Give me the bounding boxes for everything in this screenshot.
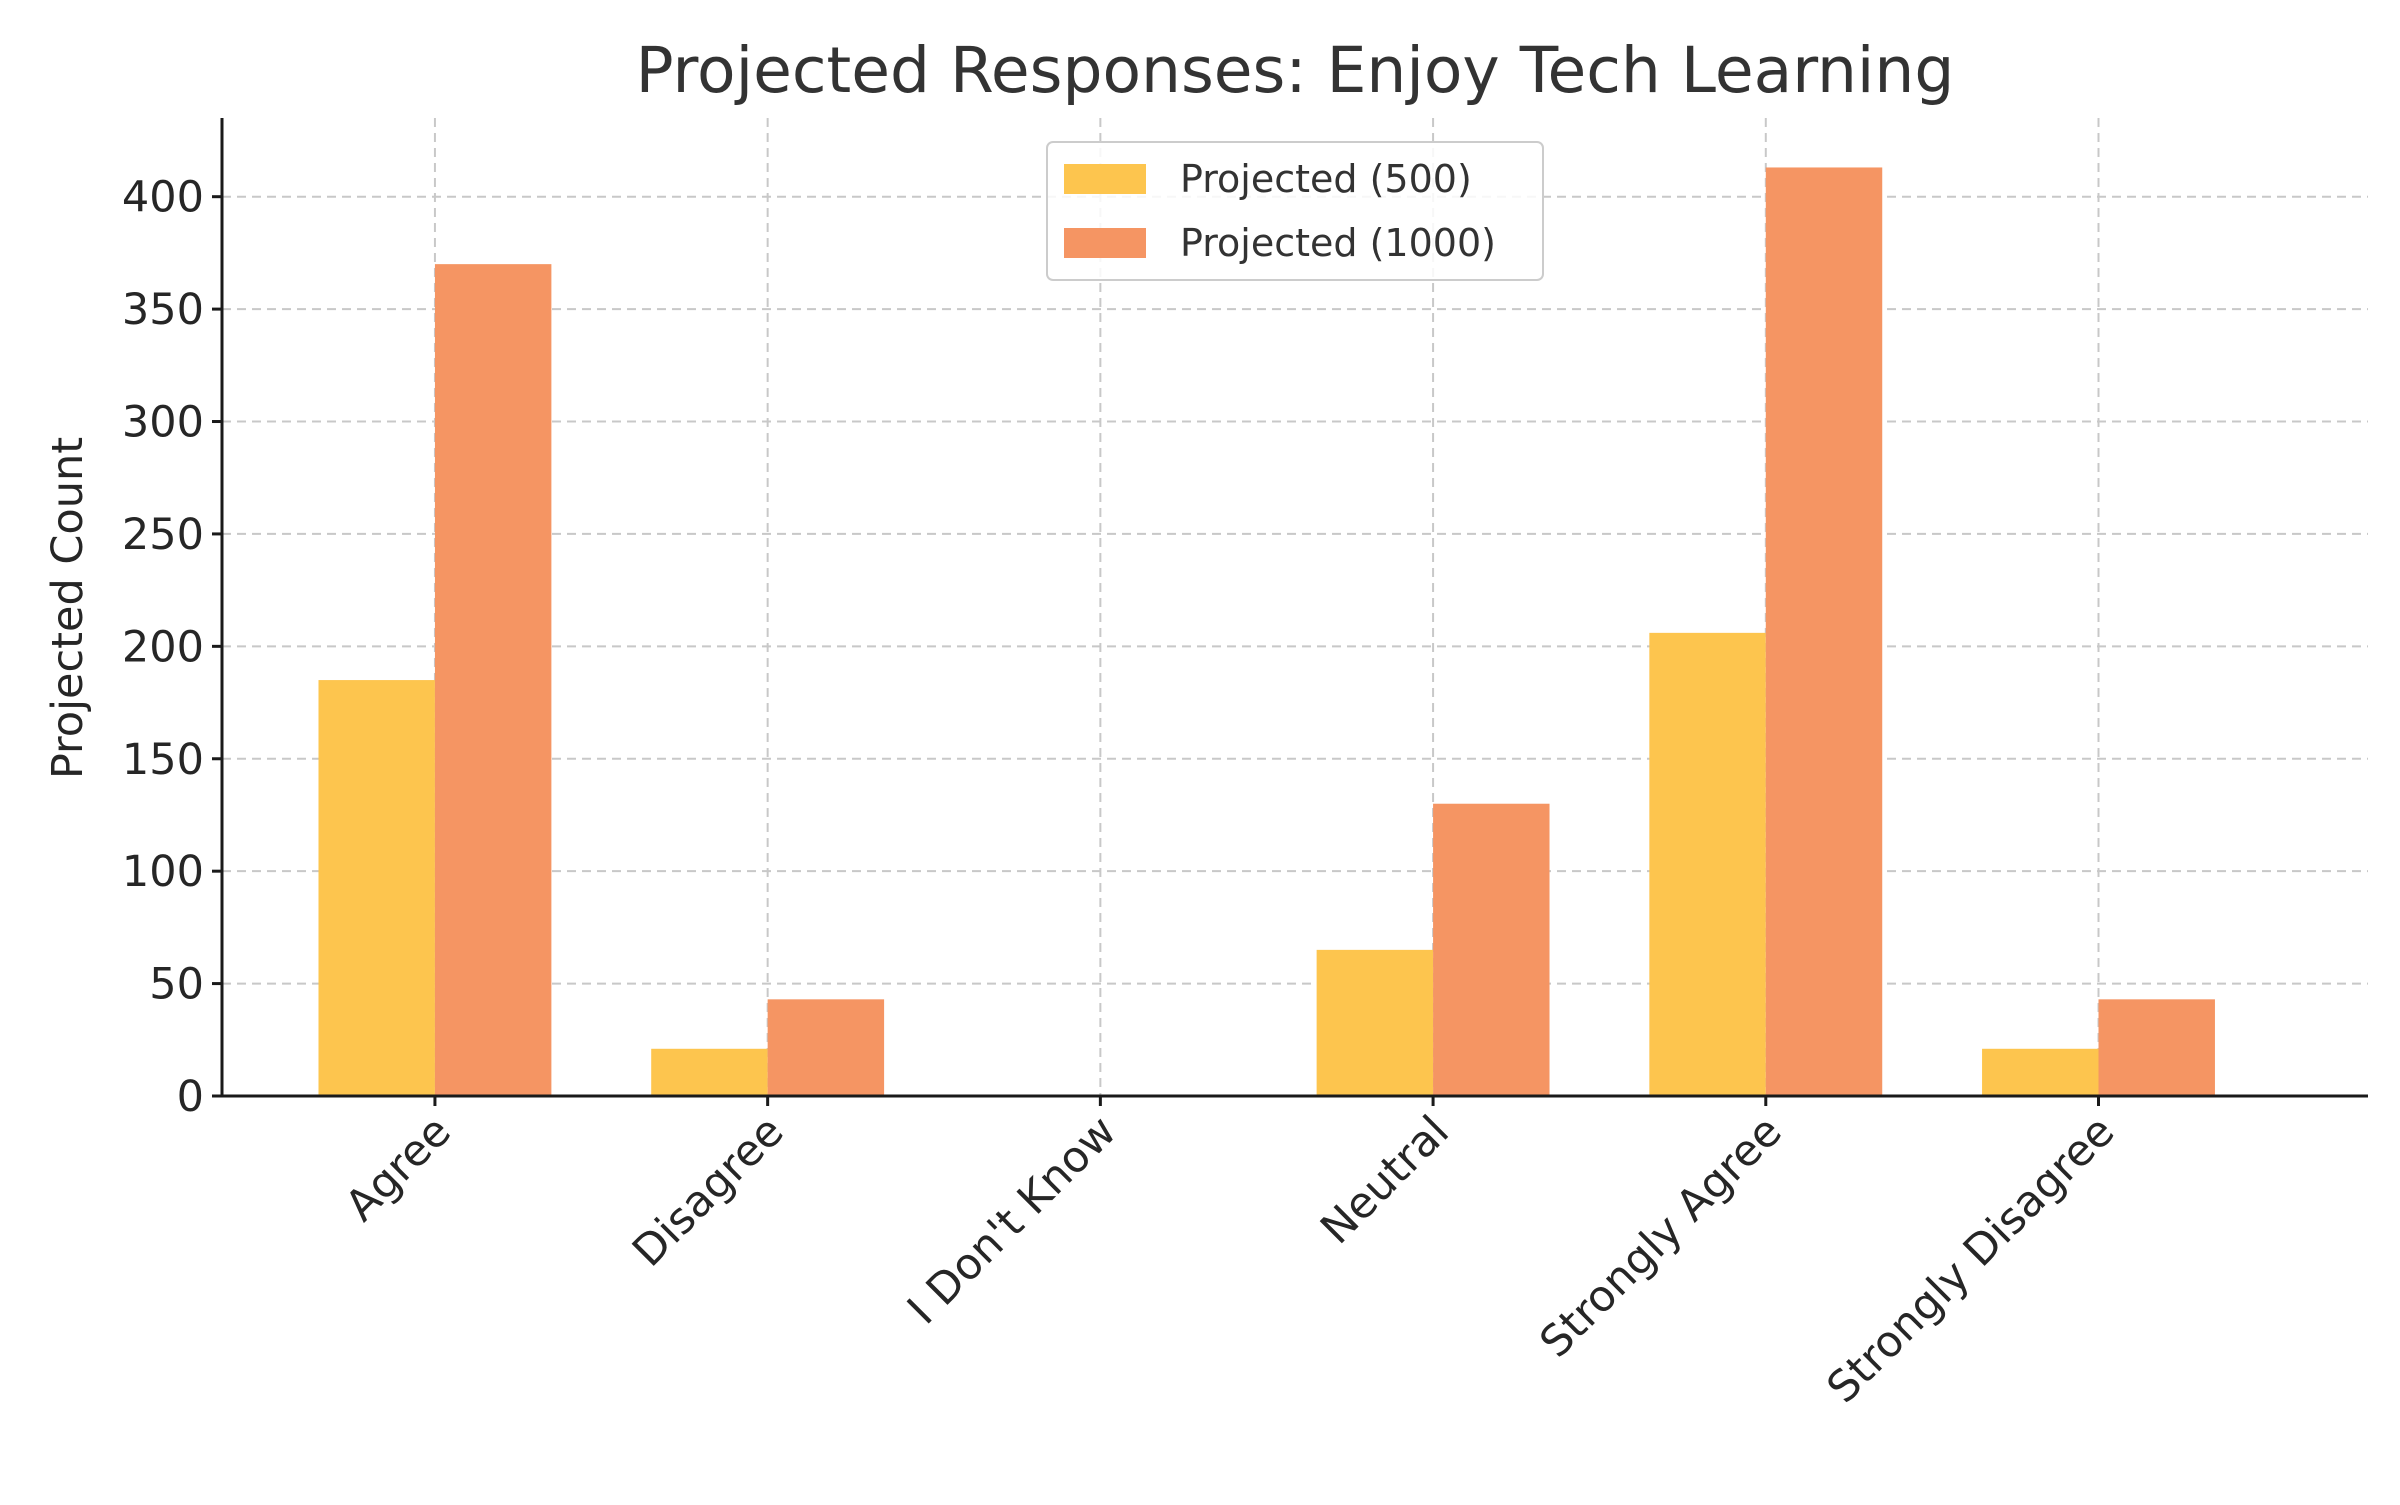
y-axis-label: Projected Count bbox=[43, 437, 93, 779]
bar-projected-500-agree bbox=[318, 680, 435, 1096]
bar-projected-500-strongly-agree bbox=[1649, 632, 1766, 1096]
chart-title: Projected Responses: Enjoy Tech Learning bbox=[636, 34, 1955, 107]
bar-projected-1000-neutral bbox=[1433, 803, 1550, 1096]
y-tick-label-50: 50 bbox=[149, 960, 204, 1010]
x-tick-label-strongly-disagree: Strongly Disagree bbox=[1818, 1106, 2125, 1413]
legend: Projected (500) Projected (1000) bbox=[1046, 141, 1544, 281]
y-tick-label-350: 350 bbox=[122, 285, 204, 335]
x-tick-label-neutral: Neutral bbox=[1311, 1106, 1459, 1254]
x-tick-label-agree: Agree bbox=[336, 1106, 461, 1231]
y-tick-label-400: 400 bbox=[122, 173, 204, 223]
legend-swatch-projected-1000 bbox=[1064, 228, 1146, 258]
legend-swatch-projected-500 bbox=[1064, 164, 1146, 194]
bar-projected-500-strongly-disagree bbox=[1982, 1048, 2099, 1096]
bars bbox=[318, 167, 2215, 1097]
x-axis-ticks: Agree Disagree I Don't Know Neutral Strongly… bbox=[336, 1096, 2124, 1413]
y-tick-label-300: 300 bbox=[122, 398, 204, 448]
y-axis-ticks: 0 50 100 150 200 250 300 350 400 bbox=[122, 173, 222, 1122]
bar-projected-500-disagree bbox=[651, 1048, 768, 1096]
bar-projected-1000-agree bbox=[434, 264, 552, 1096]
bar-projected-1000-strongly-agree bbox=[1765, 167, 1883, 1097]
legend-label-projected-500: Projected (500) bbox=[1180, 157, 1472, 201]
x-tick-label-disagree: Disagree bbox=[623, 1106, 793, 1276]
bar-projected-1000-disagree bbox=[767, 999, 885, 1096]
bar-projected-500-neutral bbox=[1316, 949, 1434, 1096]
legend-box bbox=[1046, 141, 1544, 281]
y-tick-label-250: 250 bbox=[122, 510, 204, 560]
x-tick-label-i-don-t-know: I Don't Know bbox=[898, 1106, 1126, 1334]
legend-label-projected-1000: Projected (1000) bbox=[1180, 221, 1496, 265]
y-tick-label-150: 150 bbox=[122, 735, 204, 785]
y-tick-label-200: 200 bbox=[122, 622, 204, 672]
x-tick-label-strongly-agree: Strongly Agree bbox=[1531, 1106, 1792, 1367]
y-tick-label-100: 100 bbox=[122, 847, 204, 897]
bar-projected-1000-strongly-disagree bbox=[2098, 999, 2215, 1096]
axes bbox=[220, 118, 2368, 1098]
y-tick-label-0: 0 bbox=[177, 1072, 204, 1122]
